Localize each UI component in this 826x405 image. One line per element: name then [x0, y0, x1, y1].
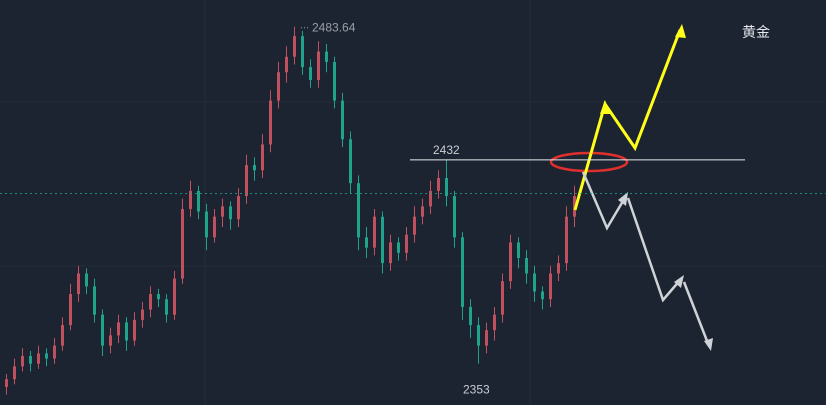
candle-body	[325, 51, 328, 62]
candle-body	[269, 100, 272, 145]
low-label: 2353	[463, 383, 490, 397]
bear-path	[626, 197, 682, 303]
candle-body	[301, 36, 304, 68]
candle-body	[165, 299, 168, 315]
bear-path	[581, 171, 628, 231]
candle-body	[557, 263, 560, 274]
candle-body	[37, 353, 40, 364]
candle-body	[53, 345, 56, 359]
candle-body	[517, 242, 520, 258]
candle-body	[365, 237, 368, 248]
candle-body	[549, 273, 552, 300]
candle-body	[493, 314, 496, 331]
annotations	[549, 24, 713, 351]
candle-body	[285, 56, 288, 73]
candle-body	[445, 177, 448, 197]
candle-body	[93, 286, 96, 315]
bull-path	[573, 29, 682, 211]
candle-body	[333, 61, 336, 101]
candle-body	[197, 190, 200, 212]
candle-body	[525, 257, 528, 274]
candle-body	[101, 314, 104, 346]
candle-body	[61, 325, 64, 346]
candle-body	[77, 273, 80, 295]
candle-body	[85, 273, 88, 287]
chart-title: 黄金	[742, 24, 770, 40]
arrow-head	[675, 24, 686, 38]
candle-body	[189, 190, 192, 209]
candle-body	[229, 206, 232, 220]
candle-body	[389, 242, 392, 264]
arrow-head	[674, 275, 684, 288]
candle-body	[277, 72, 280, 101]
candle-body	[541, 291, 544, 300]
candle-body	[341, 100, 344, 140]
candle-body	[13, 366, 16, 380]
candle-body	[421, 206, 424, 217]
candle-body	[469, 306, 472, 326]
candle-body	[357, 183, 360, 238]
candle-body	[5, 379, 8, 387]
candle-body	[245, 165, 248, 197]
candle-body	[21, 355, 24, 367]
candle-body	[453, 196, 456, 238]
peak-label: 2483.64	[312, 21, 356, 35]
level-label: 2432	[433, 143, 460, 157]
candle-body	[461, 237, 464, 307]
candle-body	[149, 294, 152, 310]
candle-body	[413, 216, 416, 235]
arrow-head	[704, 338, 713, 351]
candle-body	[29, 355, 32, 364]
candle-body	[533, 273, 536, 292]
candle-body	[405, 234, 408, 253]
candle-body	[349, 139, 352, 184]
candle-body	[477, 325, 480, 346]
candle-body	[509, 242, 512, 282]
bear-path	[682, 281, 711, 347]
candle-body	[205, 211, 208, 238]
candle-body	[45, 353, 48, 359]
candle-body	[397, 242, 400, 253]
candle-body	[213, 216, 216, 238]
circle-marker	[549, 151, 629, 173]
candle-body	[109, 335, 112, 346]
candle-body	[501, 281, 504, 315]
candle-body	[565, 216, 568, 264]
candle-body	[237, 196, 240, 220]
candle-body	[221, 206, 224, 217]
candle-body	[309, 67, 312, 80]
arrow-head	[600, 100, 610, 114]
candle-body	[141, 309, 144, 320]
candles	[5, 26, 576, 395]
candle-body	[373, 216, 376, 248]
candle-body	[381, 216, 384, 264]
arrow-head	[618, 192, 628, 206]
candle-body	[157, 294, 160, 300]
candle-body	[69, 294, 72, 326]
candle-body	[125, 322, 128, 341]
candle-body	[293, 36, 296, 57]
candle-body	[181, 208, 184, 279]
candle-body	[437, 177, 440, 191]
candle-body	[485, 330, 488, 346]
candle-body	[261, 144, 264, 171]
candle-body	[317, 51, 320, 80]
candle-body	[429, 190, 432, 207]
candle-body	[133, 319, 136, 341]
candle-body	[117, 322, 120, 336]
candle-body	[173, 278, 176, 315]
candle-body	[253, 165, 256, 171]
